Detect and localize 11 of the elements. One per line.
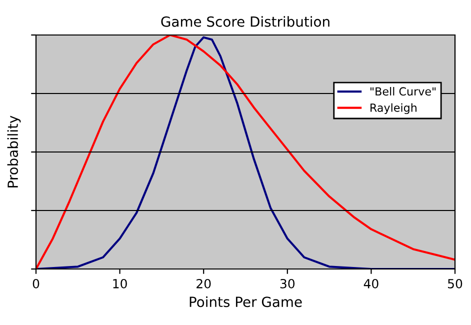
x-tick-label: 0 [32, 278, 40, 288]
x-tick-label: 20 [196, 278, 211, 288]
chart-title: Game Score Distribution [161, 16, 330, 27]
x-tick-label: 50 [448, 278, 462, 288]
x-tick-label: 10 [113, 278, 127, 288]
legend-label: "Bell Curve" [370, 86, 436, 96]
x-axis-title: Points Per Game [190, 296, 302, 308]
x-tick-label: 40 [364, 278, 378, 288]
y-axis-title: Probability [7, 116, 21, 188]
legend-label: Rayleigh [370, 103, 416, 114]
x-tick-label: 30 [280, 278, 295, 288]
